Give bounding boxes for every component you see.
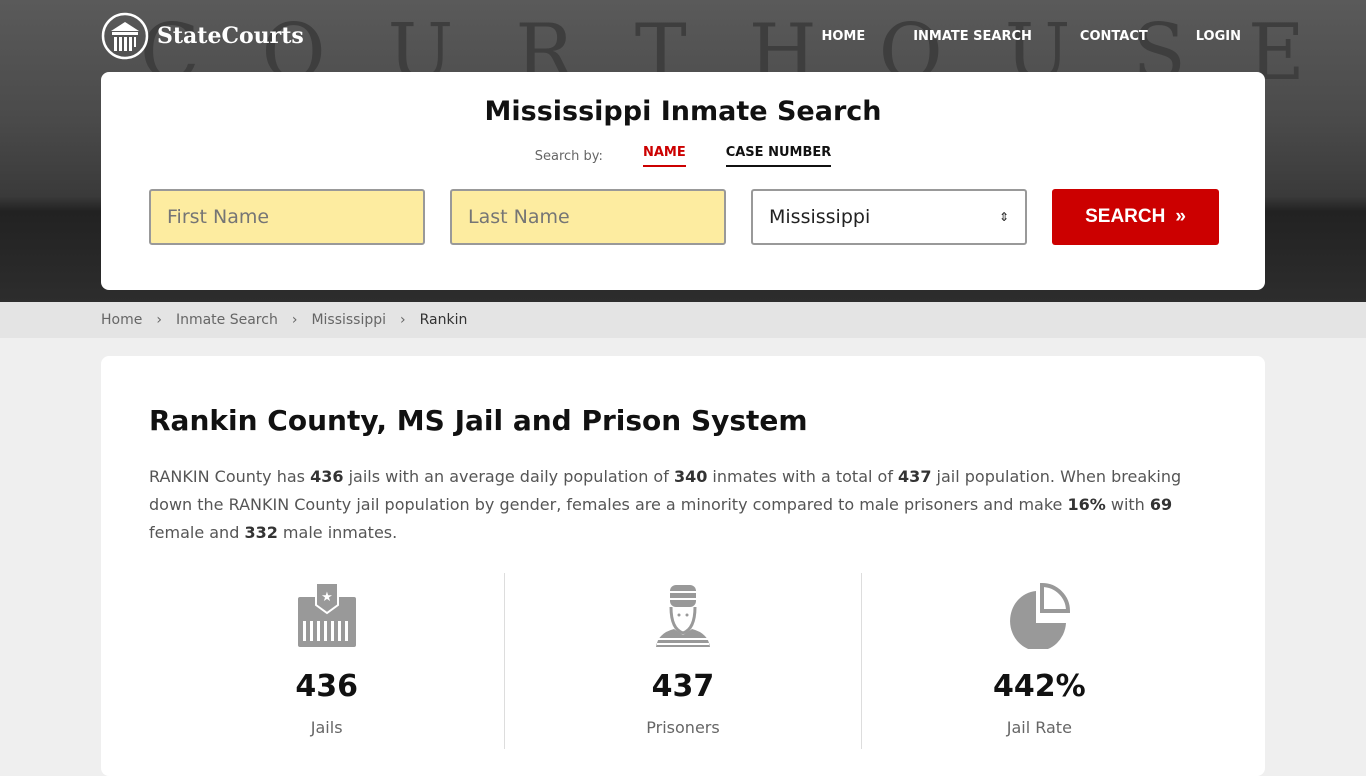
- jail-rate-value: 442%: [992, 669, 1086, 704]
- nav-login[interactable]: LOGIN: [1195, 28, 1241, 44]
- search-button[interactable]: SEARCH »: [1052, 189, 1219, 245]
- last-name-input[interactable]: [450, 189, 726, 245]
- nav-contact[interactable]: CONTACT: [1079, 28, 1148, 44]
- breadcrumb-home[interactable]: Home: [101, 312, 143, 328]
- stat-jail-rate: 442% Jail Rate: [862, 573, 1217, 749]
- breadcrumb-inmate-search[interactable]: Inmate Search: [175, 312, 278, 328]
- state-value: Mississippi: [769, 206, 871, 228]
- jail-icon: ★: [297, 582, 356, 647]
- jail-rate-label: Jail Rate: [1006, 718, 1072, 737]
- search-by-label: Search by:: [534, 148, 603, 164]
- chevron-right-icon: ›: [156, 312, 162, 328]
- breadcrumb-current: Rankin: [419, 312, 468, 328]
- prisoners-label: Prisoners: [646, 718, 720, 737]
- state-select[interactable]: Mississippi ⇕: [751, 189, 1027, 245]
- svg-text:★: ★: [321, 590, 333, 605]
- search-title: Mississippi Inmate Search: [484, 96, 882, 127]
- jails-label: Jails: [310, 718, 343, 737]
- stat-jails: ★ 436 Jails: [149, 573, 506, 749]
- search-card: Mississippi Inmate Search Search by: NAM…: [101, 72, 1265, 290]
- nav-inmate-search[interactable]: INMATE SEARCH: [913, 28, 1032, 44]
- county-info-card: Rankin County, MS Jail and Prison System…: [101, 356, 1265, 776]
- chevron-right-icon: ›: [291, 312, 298, 328]
- tab-case-number[interactable]: CASE NUMBER: [725, 145, 832, 167]
- top-nav: StateCourts HOME INMATE SEARCH CONTACT L…: [101, 12, 1241, 60]
- breadcrumb: Home › Inmate Search › Mississippi › Rankin: [0, 302, 1366, 338]
- pie-chart-icon: [1010, 582, 1071, 651]
- courthouse-logo-icon: [101, 12, 149, 60]
- first-name-input[interactable]: [149, 189, 425, 245]
- prisoner-icon: [655, 585, 710, 647]
- jails-count: 436: [295, 669, 358, 704]
- brand-name: StateCourts: [157, 23, 304, 49]
- prisoners-count: 437: [651, 669, 715, 704]
- chevron-right-icon: ›: [400, 312, 406, 328]
- select-arrows-icon: ⇕: [998, 210, 1009, 224]
- hero: COURTHOUSE StateCourts HOME INMATE SEARC…: [0, 0, 1366, 302]
- stat-prisoners: 437 Prisoners: [505, 573, 862, 749]
- breadcrumb-mississippi[interactable]: Mississippi: [311, 312, 387, 328]
- search-button-label: SEARCH: [1085, 206, 1166, 227]
- tab-name[interactable]: NAME: [642, 145, 686, 167]
- nav-home[interactable]: HOME: [821, 28, 866, 44]
- page-title: Rankin County, MS Jail and Prison System: [149, 404, 808, 437]
- double-chevron-right-icon: »: [1175, 206, 1186, 227]
- county-summary: RANKIN County has 436 jails with an aver…: [149, 467, 1182, 542]
- logo[interactable]: StateCourts: [101, 12, 304, 60]
